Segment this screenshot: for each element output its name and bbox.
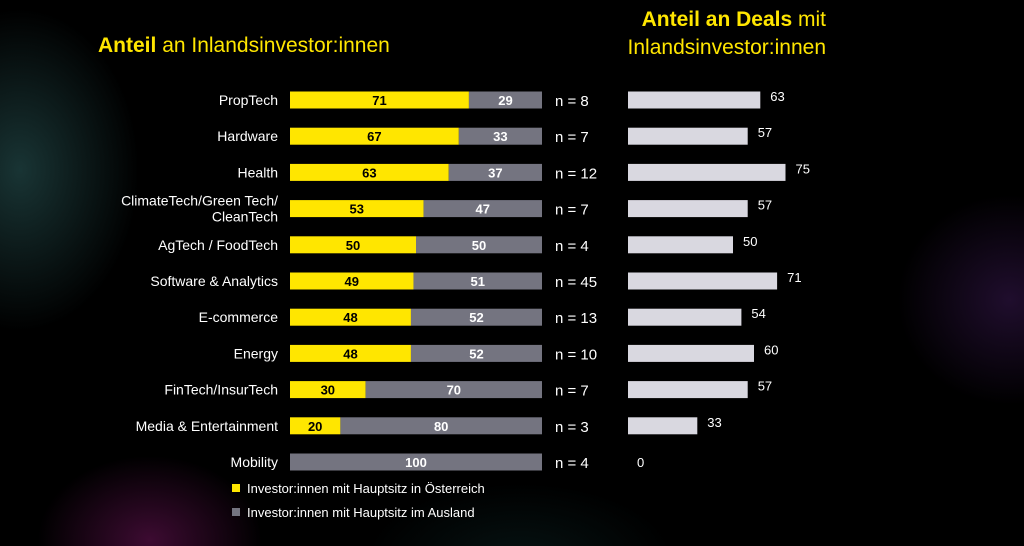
bar-foreign-label: 80: [434, 419, 448, 434]
deal-share-value: 0: [637, 455, 644, 470]
bar-foreign-label: 51: [471, 274, 485, 289]
right-title-bold: Anteil an Deals: [641, 8, 793, 31]
deal-share-bar: [628, 417, 698, 435]
deal-share-bar: [628, 272, 778, 290]
left-chart-title: Anteil an Inlandsinvestor:innen: [98, 34, 390, 58]
legend-label: Investor:innen mit Hauptsitz in Österrei…: [247, 481, 485, 496]
category-label: Software & Analytics: [150, 273, 278, 289]
deal-share-value: 60: [764, 342, 778, 357]
bar-foreign-label: 37: [488, 165, 502, 180]
category-label-line: ClimateTech/Green Tech/: [121, 193, 278, 209]
category-label: Health: [238, 164, 278, 180]
deal-share-value: 54: [751, 306, 765, 321]
deal-share-value: 57: [758, 379, 772, 394]
bar-foreign: [365, 381, 542, 399]
right-title-rest-1: mit: [798, 8, 826, 31]
sample-size-label: n = 8: [555, 93, 589, 110]
bar-foreign: [290, 453, 542, 471]
bar-foreign-label: 33: [493, 129, 507, 144]
sample-size-label: n = 7: [555, 202, 589, 219]
sample-size-label: n = 13: [555, 310, 597, 327]
deal-share-value: 57: [758, 125, 772, 140]
bar-domestic: [290, 200, 424, 218]
deal-share-bar: [628, 91, 761, 109]
bar-foreign-label: 100: [405, 455, 427, 470]
category-label-line: CleanTech: [212, 209, 278, 225]
bar-domestic: [290, 163, 449, 181]
bar-foreign: [340, 417, 542, 435]
legend-swatch: [232, 508, 240, 516]
bar-domestic: [290, 91, 469, 109]
sample-size-label: n = 12: [555, 165, 597, 182]
bar-foreign: [410, 344, 542, 362]
bar-foreign: [416, 236, 542, 254]
bar-domestic-label: 53: [350, 202, 364, 217]
deal-share-bar: [628, 200, 748, 218]
bar-foreign-label: 70: [447, 383, 461, 398]
deal-share-value: 75: [796, 161, 810, 176]
deal-share-value: 71: [787, 270, 801, 285]
deal-share-bar: [628, 236, 733, 254]
bar-foreign-label: 52: [469, 346, 483, 361]
deal-share-bar: [628, 344, 754, 362]
sample-size-label: n = 7: [555, 383, 589, 400]
category-label: E-commerce: [199, 309, 279, 325]
bar-domestic-label: 20: [308, 419, 322, 434]
category-label: PropTech: [219, 92, 278, 108]
bar-foreign: [458, 127, 542, 145]
bar-domestic-label: 30: [321, 383, 335, 398]
right-title-rest-2: Inlandsinvestor:innen: [627, 36, 826, 59]
bar-domestic: [290, 381, 366, 399]
bar-foreign-label: 52: [469, 310, 483, 325]
bar-domestic-label: 50: [346, 238, 360, 253]
sample-size-label: n = 7: [555, 129, 589, 146]
bar-foreign: [410, 308, 542, 326]
bar-domestic: [290, 344, 411, 362]
bar-domestic-label: 49: [345, 274, 359, 289]
bar-foreign: [448, 163, 542, 181]
bar-foreign: [413, 272, 542, 290]
category-label: Media & Entertainment: [136, 418, 279, 434]
left-title-bold: Anteil: [98, 34, 157, 57]
deal-share-value: 63: [770, 89, 784, 104]
category-label: AgTech / FoodTech: [158, 237, 278, 253]
category-label: Energy: [234, 345, 278, 361]
sample-size-label: n = 10: [555, 346, 597, 363]
bar-domestic-label: 67: [367, 129, 381, 144]
bar-domestic-label: 48: [343, 346, 357, 361]
bar-foreign-label: 50: [472, 238, 486, 253]
right-chart-title: Anteil an Deals mit Inlandsinvestor:inne…: [526, 6, 826, 62]
category-label: ClimateTech/Green Tech/CleanTech: [121, 193, 278, 225]
bar-domestic-label: 48: [343, 310, 357, 325]
bar-domestic: [290, 417, 341, 435]
deal-share-bar: [628, 127, 748, 145]
left-title-rest: an Inlandsinvestor:innen: [162, 34, 390, 57]
sample-size-label: n = 4: [555, 455, 589, 472]
deal-share-bar: [628, 381, 748, 399]
sample-size-label: n = 4: [555, 238, 589, 255]
bar-foreign: [423, 200, 542, 218]
deal-share-value: 50: [743, 234, 757, 249]
deal-share-bar: [628, 163, 786, 181]
bar-domestic: [290, 127, 459, 145]
bar-domestic: [290, 308, 411, 326]
bar-foreign: [468, 91, 542, 109]
category-label: FinTech/InsurTech: [164, 382, 278, 398]
legend-label: Investor:innen mit Hauptsitz im Ausland: [247, 505, 475, 520]
sample-size-label: n = 45: [555, 274, 597, 291]
category-label: Mobility: [231, 454, 278, 470]
deal-share-bar: [628, 308, 742, 326]
bar-domestic: [290, 272, 414, 290]
legend-swatch: [232, 484, 240, 492]
sample-size-label: n = 3: [555, 419, 589, 436]
bar-foreign-label: 47: [476, 202, 490, 217]
bar-domestic-label: 71: [372, 93, 386, 108]
bar-domestic: [290, 236, 416, 254]
deal-share-value: 57: [758, 198, 772, 213]
bar-domestic-label: 63: [362, 165, 376, 180]
deal-share-value: 33: [707, 415, 721, 430]
category-label: Hardware: [217, 128, 278, 144]
bar-foreign-label: 29: [498, 93, 512, 108]
